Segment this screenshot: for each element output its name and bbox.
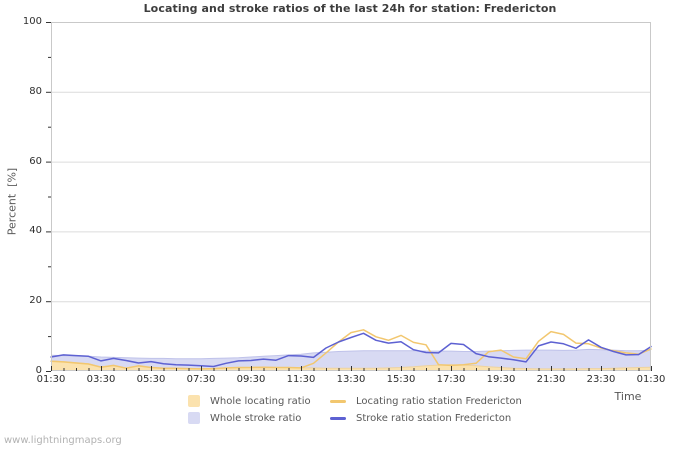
x-tick-label: 21:30 (536, 374, 566, 385)
x-axis-label: Time (614, 390, 642, 403)
legend-item-whole-locating: Whole locating ratio (188, 395, 316, 407)
whole-locating-swatch-icon (188, 395, 200, 407)
y-tick-label: 0 (35, 365, 42, 376)
x-tick-label: 03:30 (86, 374, 116, 385)
legend: Whole locating ratio Whole stroke ratio … (188, 395, 522, 424)
x-tick-label: 19:30 (486, 374, 516, 385)
x-tick-label: 13:30 (336, 374, 366, 385)
x-tick-label: 17:30 (436, 374, 466, 385)
x-tick-label: 11:30 (286, 374, 316, 385)
legend-column-station: Locating ratio station Fredericton Strok… (330, 395, 522, 424)
y-tick-label: 40 (29, 225, 42, 237)
x-tick-label: 07:30 (186, 374, 216, 385)
legend-column-whole: Whole locating ratio Whole stroke ratio (188, 395, 316, 424)
x-tick-label: 05:30 (136, 374, 166, 385)
stroke-line-swatch-icon (330, 416, 346, 420)
legend-item-whole-stroke: Whole stroke ratio (188, 412, 316, 424)
watermark: www.lightningmaps.org (4, 435, 122, 446)
locating-line-swatch-icon (330, 399, 346, 403)
chart-title: Locating and stroke ratios of the last 2… (143, 2, 557, 15)
y-tick-label: 20 (29, 295, 42, 307)
legend-label: Stroke ratio station Fredericton (356, 412, 512, 424)
y-tick-label: 60 (29, 155, 42, 167)
x-tick-label: 01:30 (36, 374, 66, 385)
y-tick-label: 100 (22, 16, 42, 27)
legend-label: Whole stroke ratio (210, 412, 302, 424)
legend-item-locating-station: Locating ratio station Fredericton (330, 395, 522, 407)
whole-stroke-swatch-icon (188, 412, 200, 424)
x-tick-label: 01:30 (636, 374, 666, 385)
legend-item-stroke-station: Stroke ratio station Fredericton (330, 412, 522, 424)
legend-label: Whole locating ratio (210, 395, 311, 407)
legend-label: Locating ratio station Fredericton (356, 395, 522, 407)
y-tick-label: 80 (29, 85, 42, 97)
x-tick-label: 23:30 (586, 374, 616, 385)
x-tick-label: 09:30 (236, 374, 266, 385)
x-tick-label: 15:30 (386, 374, 416, 385)
